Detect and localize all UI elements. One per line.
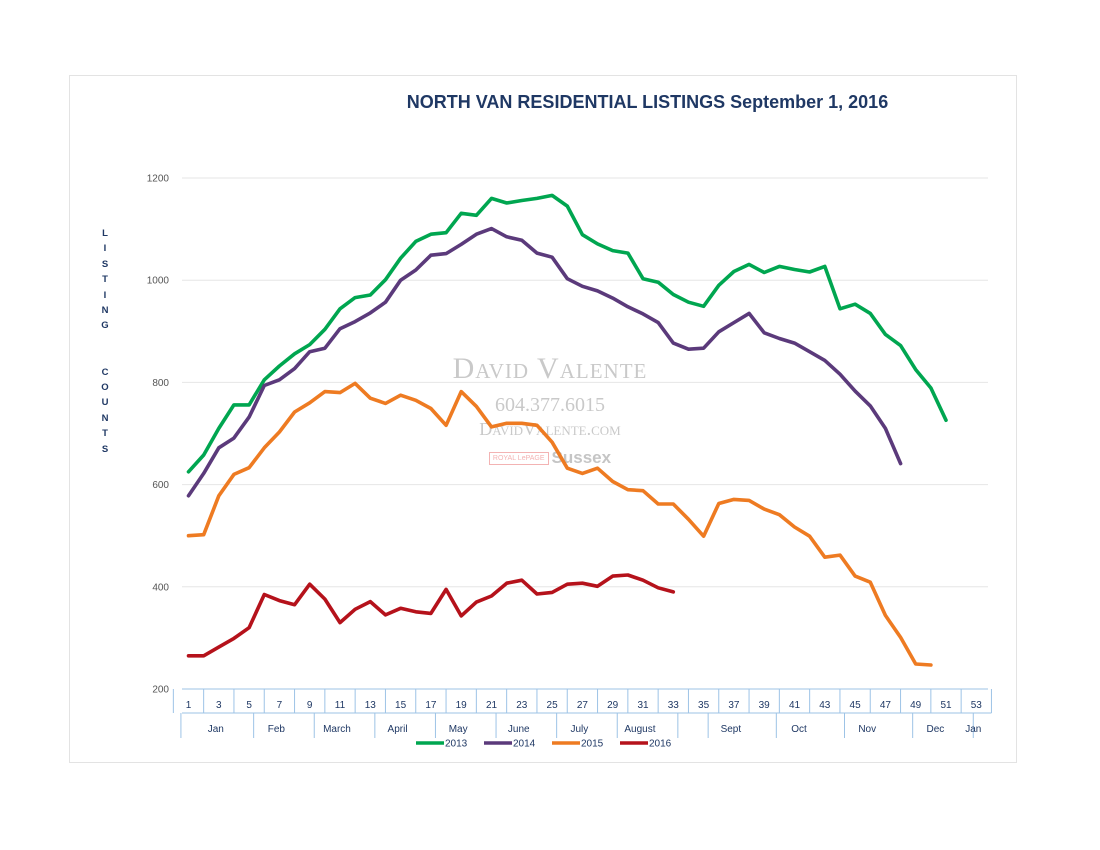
month-label: May [449, 724, 468, 735]
y-tick-label: 600 [152, 480, 169, 491]
x-tick-label: 23 [516, 700, 528, 711]
x-tick-label: 49 [910, 700, 922, 711]
legend-label-2013: 2013 [445, 739, 468, 750]
x-tick-label: 9 [307, 700, 313, 711]
x-tick-label: 53 [971, 700, 983, 711]
month-label: Nov [858, 724, 876, 735]
month-label: Jan [208, 724, 224, 735]
month-label: June [508, 724, 530, 735]
x-tick-label: 43 [819, 700, 831, 711]
x-tick-label: 17 [425, 700, 437, 711]
x-tick-label: 51 [940, 700, 952, 711]
x-tick-label: 39 [759, 700, 771, 711]
month-label: March [323, 724, 351, 735]
x-tick-label: 15 [395, 700, 407, 711]
y-tick-label: 400 [152, 582, 169, 593]
x-tick-label: 35 [698, 700, 710, 711]
watermark-brand: ROYAL LePAGE Sussex [400, 448, 700, 468]
x-tick-label: 11 [335, 700, 346, 711]
month-label: Oct [791, 724, 807, 735]
x-tick-label: 7 [277, 700, 283, 711]
legend-label-2014: 2014 [513, 739, 536, 750]
x-tick-label: 3 [216, 700, 222, 711]
watermark-phone: 604.377.6015 [495, 394, 605, 416]
month-label: April [388, 724, 408, 735]
month-label: Feb [268, 724, 286, 735]
y-axis-label: L I S T I N G C O U N T S [101, 228, 109, 455]
month-label: July [570, 724, 588, 735]
x-tick-label: 31 [637, 700, 649, 711]
y-tick-label: 200 [152, 685, 169, 696]
series-line-2015 [186, 381, 933, 667]
x-tick-label: 19 [456, 700, 468, 711]
series-line-2016 [186, 573, 676, 658]
x-tick-label: 5 [246, 700, 252, 711]
x-tick-label: 25 [547, 700, 559, 711]
x-tick-label: 1 [186, 700, 192, 711]
y-tick-label: 800 [152, 378, 169, 389]
month-label: August [624, 724, 655, 735]
x-tick-label: 37 [728, 700, 740, 711]
legend-label-2015: 2015 [581, 739, 604, 750]
month-label: Sept [721, 724, 742, 735]
y-tick-label: 1200 [147, 174, 170, 185]
x-tick-label: 33 [668, 700, 680, 711]
chart-frame [69, 75, 1017, 763]
x-tick-label: 45 [850, 700, 862, 711]
x-tick-label: 29 [607, 700, 619, 711]
x-tick-label: 27 [577, 700, 589, 711]
x-tick-label: 41 [789, 700, 801, 711]
month-label: Dec [926, 724, 944, 735]
watermark-brand-name: Sussex [551, 448, 612, 467]
series-line-2014 [186, 226, 903, 498]
x-tick-label: 13 [365, 700, 377, 711]
y-tick-label: 1000 [147, 276, 170, 287]
royal-lepage-logo: ROYAL LePAGE [488, 451, 549, 465]
x-tick-label: 21 [486, 700, 498, 711]
chart-title: NORTH VAN RESIDENTIAL LISTINGS September… [406, 92, 889, 112]
series-line-2013 [186, 193, 948, 474]
x-tick-label: 47 [880, 700, 892, 711]
legend-label-2016: 2016 [649, 739, 672, 750]
watermark-name: David Valente [452, 352, 648, 385]
month-label: Jan [965, 724, 981, 735]
